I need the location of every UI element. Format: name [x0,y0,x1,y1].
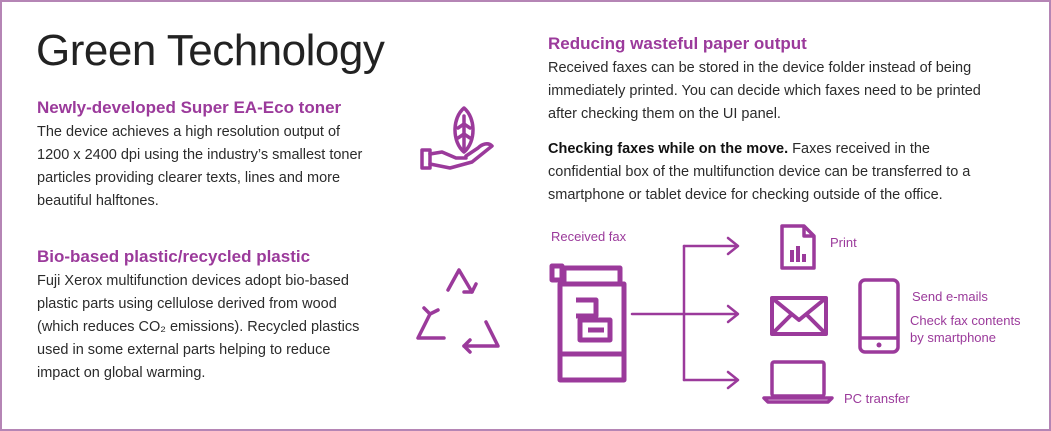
plastic-line: (which reduces CO₂ emissions). Recycled … [37,319,360,335]
mobile-body: Checking faxes while on the move. Faxes … [548,138,1028,207]
plastic-line: impact on global warming. [37,365,206,381]
toner-line: The device achieves a high resolution ou… [37,124,341,140]
paper-heading: Reducing wasteful paper output [548,34,807,53]
pc-transfer-label: PC transfer [844,391,910,406]
toner-line: beautiful halftones. [37,193,159,209]
fax-routing-connectors [630,236,740,390]
plastic-line: plastic parts using cellulose derived fr… [37,296,337,312]
paper-line: Received faxes can be stored in the devi… [548,60,972,76]
plastic-line: used in some external parts helping to r… [37,342,331,358]
plastic-body: Fuji Xerox multifunction devices adopt b… [37,270,407,385]
received-fax-label: Received fax [551,229,627,244]
multifunction-printer-icon [549,263,627,383]
toner-line: 1200 x 2400 dpi using the industry’s sma… [37,147,363,163]
laptop-icon [762,360,834,404]
envelope-icon [770,296,828,336]
recycle-icon [416,268,500,354]
page-title: Green Technology [36,26,385,75]
paper-line: immediately printed. You can decide whic… [548,83,981,99]
document-chart-icon [780,224,816,270]
mobile-line: smartphone or tablet device for checking… [548,187,943,203]
mobile-line: confidential box of the multifunction de… [548,164,971,180]
hand-leaf-icon [420,106,494,170]
smartphone-icon [858,278,900,354]
toner-heading: Newly-developed Super EA-Eco toner [37,98,342,117]
check-fax-label: Check fax contents by smartphone [910,312,1021,346]
paper-body: Received faxes can be stored in the devi… [548,57,1028,126]
mobile-lead: Checking faxes while on the move. [548,141,789,157]
plastic-line: Fuji Xerox multifunction devices adopt b… [37,273,349,289]
check-fax-line: Check fax contents [910,313,1021,328]
paper-line: after checking them on the UI panel. [548,106,781,122]
check-fax-line: by smartphone [910,330,996,345]
toner-line: particles providing clearer texts, lines… [37,170,341,186]
plastic-heading: Bio-based plastic/recycled plastic [37,247,311,266]
send-emails-label: Send e-mails [912,289,988,304]
toner-body: The device achieves a high resolution ou… [37,121,407,213]
mobile-line: Faxes received in the [788,141,930,157]
print-label: Print [830,235,857,250]
